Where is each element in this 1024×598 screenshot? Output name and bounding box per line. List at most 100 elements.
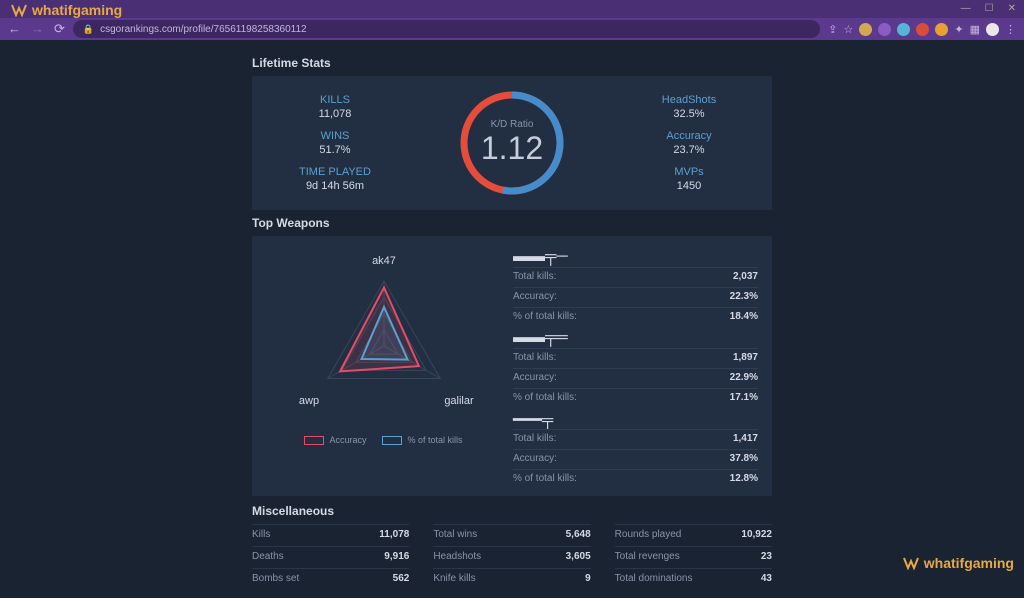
weapon-stat-value: 37.8% <box>730 453 758 464</box>
kd-value: 1.12 <box>481 130 543 167</box>
lifetime-right-col: HeadShots 32.5% Accuracy 23.7% MVPs 1450 <box>624 94 754 192</box>
maximize-icon[interactable]: ☐ <box>985 3 994 14</box>
weapon-stat-label: Total kills: <box>513 271 556 282</box>
svg-text:galilar: galilar <box>444 395 474 407</box>
lock-icon: 🔒 <box>83 24 94 35</box>
svg-text:ak47: ak47 <box>372 255 396 267</box>
star-icon[interactable]: ☆ <box>844 23 854 36</box>
misc-row: Deaths 9,916 <box>252 546 409 566</box>
misc-row: Kills 11,078 <box>252 524 409 544</box>
profile-icon[interactable] <box>986 23 999 36</box>
apps-icon[interactable]: ▦ <box>970 23 980 36</box>
kd-label: K/D Ratio <box>481 119 543 130</box>
weapon-stat-value: 22.9% <box>730 372 758 383</box>
weapon-stat-row: % of total kills: 17.1% <box>513 388 758 405</box>
ext-icon-5[interactable] <box>935 23 948 36</box>
misc-row: Total wins 5,648 <box>433 524 590 544</box>
misc-label: Deaths <box>252 551 284 562</box>
url-text: csgorankings.com/profile/765611982583601… <box>100 24 306 35</box>
weapon-stat-value: 22.3% <box>730 291 758 302</box>
weapon-stat-label: Total kills: <box>513 433 556 444</box>
misc-value: 5,648 <box>566 529 591 540</box>
weapon-icon: ▬▬╤═ <box>513 327 758 345</box>
weapon-stat-value: 1,897 <box>733 352 758 363</box>
weapons-panel: ak47galilarawp Accuracy % of total kills… <box>252 236 772 496</box>
address-bar-row: ← → ⟳ 🔒 csgorankings.com/profile/7656119… <box>0 18 1024 40</box>
weapon-stat-value: 18.4% <box>730 311 758 322</box>
tab-bar: — ☐ ✕ <box>0 0 1024 18</box>
weapon-stat-row: Accuracy: 22.9% <box>513 368 758 385</box>
misc-grid: Kills 11,078 Total wins 5,648 Rounds pla… <box>252 524 772 588</box>
weapon-stat-label: % of total kills: <box>513 392 577 403</box>
ext-icon-3[interactable] <box>897 23 910 36</box>
weapon-stat-row: Total kills: 1,417 <box>513 429 758 446</box>
weapon-icon: ━━━╤ <box>513 408 758 426</box>
misc-value: 11,078 <box>379 529 409 540</box>
kd-ratio-ring: K/D Ratio 1.12 <box>457 88 567 198</box>
lifetime-left-col: KILLS 11,078 WINS 51.7% TIME PLAYED 9d 1… <box>270 94 400 192</box>
stat-label: MVPs <box>624 166 754 178</box>
reload-icon[interactable]: ⟳ <box>54 21 65 37</box>
weapon-stat-value: 1,417 <box>733 433 758 444</box>
stat-label: KILLS <box>270 94 400 106</box>
misc-value: 562 <box>393 573 410 584</box>
puzzle-icon[interactable]: ✦ <box>954 23 963 36</box>
weapon-stat-value: 2,037 <box>733 271 758 282</box>
back-icon[interactable]: ← <box>8 21 21 37</box>
stat-value: 11,078 <box>270 108 400 120</box>
misc-label: Total dominations <box>615 573 693 584</box>
ext-icon-2[interactable] <box>878 23 891 36</box>
weapon-stat-label: Total kills: <box>513 352 556 363</box>
misc-title: Miscellaneous <box>252 504 772 518</box>
misc-row: Bombs set 562 <box>252 568 409 588</box>
stat-value: 32.5% <box>624 108 754 120</box>
misc-label: Headshots <box>433 551 481 562</box>
menu-icon[interactable]: ⋮ <box>1005 23 1016 36</box>
watermark-bottom-right: whatifgaming <box>902 555 1014 571</box>
stat-label: WINS <box>270 130 400 142</box>
weapon-stat-row: % of total kills: 12.8% <box>513 469 758 486</box>
weapon-stat-row: Accuracy: 22.3% <box>513 287 758 304</box>
close-icon[interactable]: ✕ <box>1008 3 1016 14</box>
misc-value: 43 <box>761 573 772 584</box>
misc-row: Total dominations 43 <box>615 568 772 588</box>
weapon-stat-value: 12.8% <box>730 473 758 484</box>
weapon-stat-value: 17.1% <box>730 392 758 403</box>
window-controls: — ☐ ✕ <box>961 3 1016 14</box>
share-icon[interactable]: ⇪ <box>828 23 837 36</box>
misc-label: Bombs set <box>252 573 299 584</box>
ext-icon-1[interactable] <box>859 23 872 36</box>
weapon-icon: ▬▬╤─ <box>513 246 758 264</box>
legend-item: Accuracy <box>304 435 366 445</box>
ext-icon-4[interactable] <box>916 23 929 36</box>
stat-block: Accuracy 23.7% <box>624 130 754 156</box>
weapon-stat-row: Total kills: 2,037 <box>513 267 758 284</box>
weapons-title: Top Weapons <box>252 216 772 230</box>
stat-value: 1450 <box>624 180 754 192</box>
stat-block: MVPs 1450 <box>624 166 754 192</box>
weapon-stat-row: Total kills: 1,897 <box>513 348 758 365</box>
misc-value: 23 <box>761 551 772 562</box>
stat-block: KILLS 11,078 <box>270 94 400 120</box>
misc-label: Kills <box>252 529 270 540</box>
lifetime-title: Lifetime Stats <box>252 56 772 70</box>
weapon-stat-label: Accuracy: <box>513 453 557 464</box>
stat-block: WINS 51.7% <box>270 130 400 156</box>
weapon-list: ▬▬╤─ Total kills: 2,037 Accuracy: 22.3% … <box>513 246 758 486</box>
misc-label: Rounds played <box>615 529 682 540</box>
address-bar[interactable]: 🔒 csgorankings.com/profile/7656119825836… <box>73 20 820 38</box>
stat-value: 51.7% <box>270 144 400 156</box>
stat-label: HeadShots <box>624 94 754 106</box>
misc-value: 3,605 <box>566 551 591 562</box>
misc-row: Total revenges 23 <box>615 546 772 566</box>
misc-row: Headshots 3,605 <box>433 546 590 566</box>
legend-item: % of total kills <box>382 435 462 445</box>
radar-legend: Accuracy % of total kills <box>266 435 501 445</box>
misc-row: Knife kills 9 <box>433 568 590 588</box>
weapon-stat-label: % of total kills: <box>513 311 577 322</box>
minimize-icon[interactable]: — <box>961 3 971 14</box>
weapon-stat-label: Accuracy: <box>513 372 557 383</box>
misc-value: 9 <box>585 573 591 584</box>
weapon-stat-label: Accuracy: <box>513 291 557 302</box>
forward-icon[interactable]: → <box>31 21 44 37</box>
